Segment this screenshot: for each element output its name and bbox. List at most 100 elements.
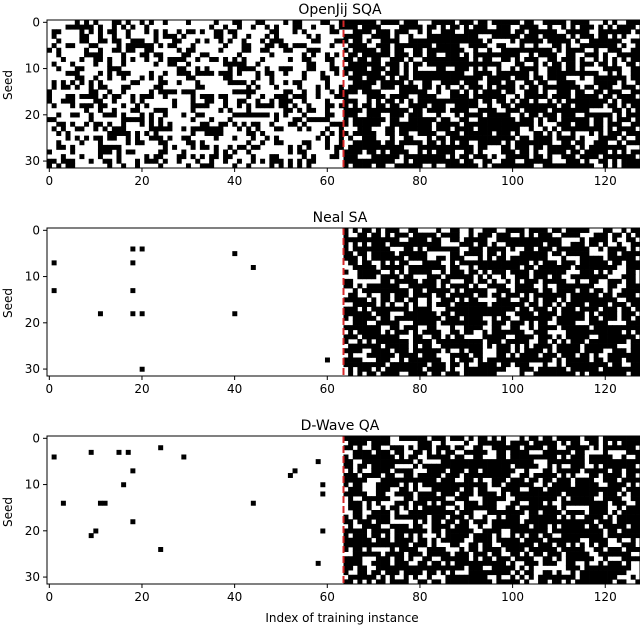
- heatmap-cell: [394, 57, 400, 62]
- heatmap-cell: [593, 94, 599, 99]
- heatmap-cell: [459, 283, 465, 289]
- heatmap-cell: [116, 20, 122, 25]
- heatmap-cell: [412, 510, 418, 515]
- heatmap-cell: [505, 459, 511, 465]
- heatmap-cell: [380, 315, 386, 321]
- heatmap-cell: [468, 325, 474, 331]
- heatmap-cell: [362, 551, 368, 557]
- heatmap-cell: [389, 84, 395, 90]
- heatmap-cell: [505, 473, 511, 478]
- heatmap-cell: [394, 38, 400, 44]
- heatmap-cell: [431, 61, 437, 67]
- heatmap-cell: [542, 260, 548, 266]
- heatmap-cell: [561, 366, 567, 372]
- heatmap-cell: [417, 542, 423, 548]
- heatmap-cell: [394, 334, 400, 340]
- heatmap-cell: [547, 57, 553, 62]
- heatmap-cell: [538, 154, 544, 160]
- heatmap-cell: [593, 343, 599, 349]
- heatmap-cell: [589, 61, 595, 67]
- heatmap-cell: [482, 98, 488, 104]
- heatmap-cell: [593, 265, 599, 270]
- heatmap-cell: [561, 89, 567, 95]
- heatmap-cell: [473, 468, 479, 474]
- heatmap-cell: [375, 288, 381, 294]
- heatmap-cell: [635, 362, 640, 368]
- heatmap-cell: [538, 339, 544, 344]
- heatmap-cell: [399, 89, 405, 95]
- heatmap-cell: [426, 547, 432, 552]
- heatmap-cell: [371, 560, 377, 566]
- heatmap-cell: [635, 135, 640, 141]
- heatmap-cell: [565, 107, 571, 113]
- heatmap-cell: [162, 107, 168, 113]
- heatmap-cell: [352, 43, 358, 49]
- heatmap-cell: [487, 135, 493, 141]
- heatmap-cell: [399, 468, 405, 474]
- heatmap-cell: [501, 496, 506, 502]
- heatmap-cell: [348, 57, 354, 62]
- heatmap-cell: [445, 47, 451, 53]
- heatmap-cell: [454, 496, 460, 502]
- heatmap-cell: [579, 33, 585, 39]
- heatmap-cell: [607, 112, 613, 118]
- heatmap-cell: [287, 107, 293, 113]
- heatmap-cell: [459, 38, 465, 44]
- heatmap-point: [232, 311, 238, 317]
- heatmap-cell: [394, 154, 400, 160]
- heatmap-cell: [482, 505, 488, 511]
- heatmap-cell: [366, 121, 372, 127]
- heatmap-cell: [510, 237, 516, 243]
- heatmap-cell: [477, 445, 483, 451]
- heatmap-cell: [454, 579, 460, 585]
- heatmap-cell: [514, 537, 520, 543]
- heatmap-cell: [556, 283, 562, 289]
- heatmap-cell: [630, 283, 636, 289]
- heatmap-cell: [352, 556, 358, 562]
- heatmap-cell: [612, 131, 618, 136]
- heatmap-cell: [445, 519, 451, 525]
- heatmap-cell: [514, 334, 520, 340]
- heatmap-cell: [482, 334, 488, 340]
- heatmap-cell: [385, 288, 391, 294]
- heatmap-cell: [450, 436, 456, 441]
- heatmap-cell: [579, 510, 585, 515]
- heatmap-cell: [621, 352, 627, 358]
- heatmap-cell: [598, 103, 604, 109]
- heatmap-cell: [473, 84, 479, 90]
- heatmap-cell: [440, 154, 446, 160]
- heatmap-cell: [491, 528, 497, 534]
- heatmap-cell: [519, 112, 525, 118]
- heatmap-cell: [514, 449, 520, 455]
- heatmap-cell: [538, 329, 544, 335]
- heatmap-cell: [450, 135, 456, 141]
- heatmap-cell: [422, 519, 428, 525]
- heatmap-cell: [524, 251, 530, 257]
- heatmap-cell: [528, 24, 534, 30]
- heatmap-cell: [440, 468, 446, 474]
- heatmap-cell: [477, 311, 483, 317]
- heatmap-cell: [570, 542, 576, 548]
- heatmap-cell: [412, 75, 418, 81]
- heatmap-cell: [589, 570, 595, 576]
- heatmap-cell: [468, 371, 474, 377]
- heatmap-cell: [565, 482, 571, 488]
- heatmap-cell: [445, 126, 451, 132]
- heatmap-cell: [510, 528, 516, 534]
- heatmap-cell: [329, 66, 335, 72]
- heatmap-cell: [399, 486, 405, 492]
- heatmap-cell: [593, 325, 599, 331]
- heatmap-cell: [542, 20, 548, 25]
- heatmap-cell: [436, 454, 442, 460]
- heatmap-cell: [417, 43, 423, 49]
- heatmap-cell: [450, 297, 456, 303]
- heatmap-cell: [348, 463, 354, 469]
- heatmap-cell: [491, 463, 497, 469]
- heatmap-cell: [575, 126, 581, 132]
- heatmap-cell: [468, 163, 474, 169]
- heatmap-cell: [412, 121, 418, 127]
- heatmap-cell: [570, 325, 576, 331]
- heatmap-cell: [473, 66, 479, 72]
- heatmap-cell: [362, 302, 368, 307]
- heatmap-cell: [450, 70, 456, 76]
